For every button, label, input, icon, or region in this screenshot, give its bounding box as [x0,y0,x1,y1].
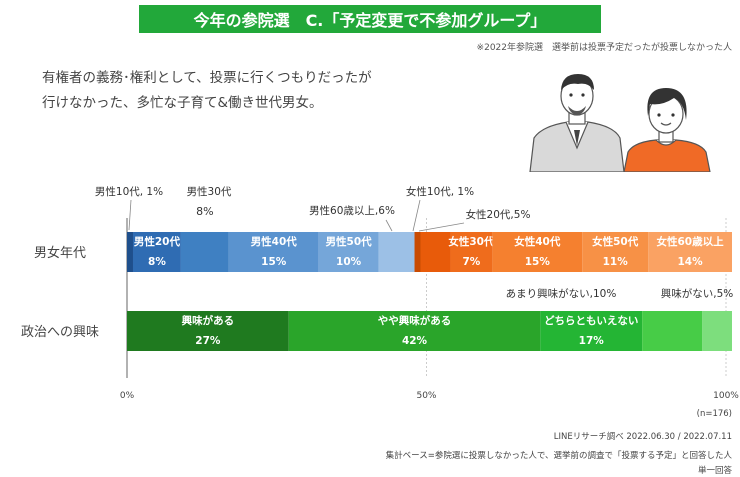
bar-segment [127,311,289,351]
x-tick-label: 50% [416,391,436,401]
segment-name-label: 女性30代 [448,235,495,248]
x-tick-label: 100% [713,391,739,401]
segment-value-label: 15% [261,256,287,268]
segment-name-label: 女性60歳以上 [656,235,724,248]
bar-segment [228,232,319,272]
bar-segment [318,232,379,272]
segment-callout-label: 興味がない,5% [661,287,734,300]
segment-callout-label: あまり興味がない,10% [506,287,617,300]
bar-segment [288,311,541,351]
segment-value-label: 15% [525,256,551,268]
x-tick-label: 0% [120,391,135,401]
segment-name-label: 男性50代 [326,235,373,248]
bar-segment [414,232,421,272]
base-note: 集計ベース=参院選に投票しなかった人で、選挙前の調査で「投票する予定」と回答した… [385,451,732,461]
segment-name-label: 女性40代 [514,235,561,248]
segment-value-label: 8% [196,205,213,218]
callout-leader [385,219,393,232]
segment-callout-label: 男性30代 [187,185,232,198]
segment-value-label: 11% [603,256,629,268]
bar-segment [180,232,229,272]
segment-description: 有権者の義務･権利として、投票に行くつもりだったが 行けなかった、多忙な子育て&… [42,66,462,116]
segment-value-label: 14% [677,256,703,268]
bar-segment [648,232,732,272]
survey-note: ※2022年参院選 選挙前は投票予定だったが投票しなかった人 [476,43,732,53]
segment-name-label: 男性40代 [251,235,298,248]
segment-callout-label: 男性60歳以上,6% [309,204,395,217]
source-note: LINEリサーチ調べ 2022.06.30 / 2022.07.11 [553,432,732,442]
row-label: 政治への興味 [21,325,99,340]
bar-segment [132,232,181,272]
bar-segment [540,311,643,351]
sample-size: (n=176) [696,409,732,419]
bar-segment [378,232,415,272]
bar-segment [492,232,583,272]
illustration [529,74,711,172]
segment-name-label: どちらともいえない [544,314,638,327]
bar-segment [450,232,493,272]
bar-segment [702,311,732,351]
answer-type-note: 単一回答 [697,466,732,476]
segment-value-label: 7% [463,256,481,268]
bar-segment [582,232,649,272]
woman-icon [623,88,711,172]
bar-segment [127,232,133,272]
description-line: 有権者の義務･権利として、投票に行くつもりだったが [42,70,372,86]
segment-value-label: 17% [579,335,605,347]
segment-name-label: 女性50代 [592,235,639,248]
description-line: 行けなかった、多忙な子育て&働き世代男女。 [42,95,323,111]
segment-callout-label: 女性20代,5% [466,208,531,221]
page-title: 今年の参院選 C.「予定変更で不参加グループ」 [139,5,601,33]
callout-leader [412,199,421,232]
segment-name-label: やや興味がある [378,314,452,327]
segment-name-label: 男性20代 [134,235,181,248]
segment-value-label: 10% [336,256,362,268]
bar-segment [420,232,451,272]
segment-value-label: 42% [402,335,428,347]
man-icon [529,74,625,172]
segment-name-label: 興味がある [182,314,235,327]
segment-callout-label: 女性10代, 1% [406,185,474,198]
segment-value-label: 8% [148,256,166,268]
callout-leader [418,222,465,232]
segment-value-label: 27% [195,335,221,347]
bar-segment [642,311,703,351]
row-label: 男女年代 [34,245,86,261]
callout-leader [128,199,132,231]
segment-callout-label: 男性10代, 1% [95,185,163,198]
